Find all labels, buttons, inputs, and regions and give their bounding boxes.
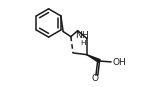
Text: O: O — [92, 74, 99, 83]
Text: OH: OH — [112, 58, 126, 67]
Text: H: H — [82, 31, 88, 40]
Text: H: H — [80, 40, 86, 46]
Text: N: N — [75, 31, 82, 40]
Polygon shape — [87, 55, 100, 62]
